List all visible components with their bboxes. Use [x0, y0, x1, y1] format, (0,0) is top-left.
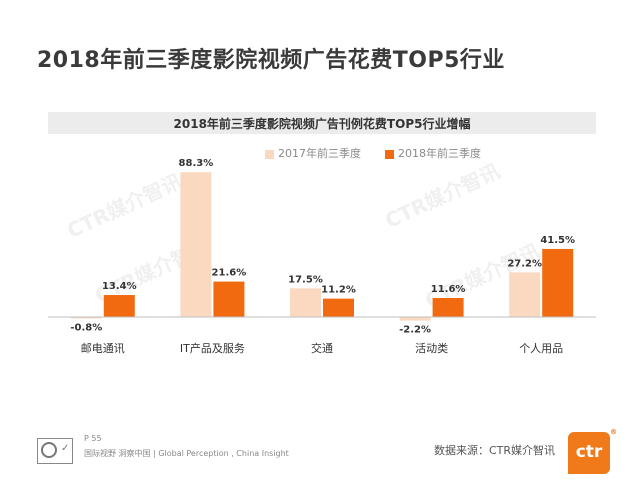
data-label: 41.5% — [540, 235, 575, 246]
legend-item-2018: 2018年前三季度 — [385, 145, 481, 161]
footer-tagline: 国际视野 洞察中国 | Global Perception , China In… — [84, 449, 289, 458]
data-label: 21.6% — [212, 268, 247, 279]
data-label: 11.6% — [431, 284, 466, 295]
category-label: 活动类 — [415, 341, 448, 355]
certification-ring-icon — [41, 442, 57, 458]
data-label: 17.5% — [288, 274, 323, 285]
certification-logo: ✓ — [37, 438, 73, 464]
bar-2017 — [70, 317, 102, 319]
bar-2017 — [399, 317, 431, 321]
bar-2018 — [432, 297, 464, 317]
bar-2018 — [213, 281, 245, 317]
legend-label-2018: 2018年前三季度 — [398, 147, 481, 160]
legend-swatch-2018 — [385, 149, 394, 159]
certification-check-icon: ✓ — [61, 443, 70, 454]
chart-title: 2018年前三季度影院视频广告刊例花费TOP5行业增幅 — [173, 117, 471, 131]
bar-2018 — [323, 298, 354, 317]
data-source: 数据来源：CTR媒介智讯 — [434, 444, 556, 457]
data-label: -0.8% — [70, 323, 102, 334]
ctr-logo-text: ctr — [575, 442, 603, 462]
category-label: 个人用品 — [519, 342, 563, 355]
data-label: 88.3% — [179, 158, 214, 169]
legend-swatch-2017 — [265, 149, 274, 159]
chart-title-bar: 2018年前三季度影院视频广告刊例花费TOP5行业增幅 — [48, 112, 596, 134]
ctr-logo: ctr ® — [568, 428, 617, 474]
data-label: 11.2% — [321, 285, 356, 296]
page-title: 2018年前三季度影院视频广告花费TOP5行业 — [37, 48, 505, 73]
category-label: 交通 — [311, 341, 333, 355]
bar-2017 — [180, 172, 212, 317]
bar-2018 — [103, 295, 135, 317]
bar-2018 — [542, 248, 574, 317]
bar-2017 — [290, 288, 321, 317]
data-label: -2.2% — [399, 325, 431, 336]
data-label: 13.4% — [102, 281, 137, 292]
data-label: 27.2% — [507, 258, 542, 269]
category-label: 邮电通讯 — [81, 342, 125, 355]
page-number: P 55 — [84, 434, 102, 443]
bar-2017 — [509, 272, 541, 317]
legend-label-2017: 2017年前三季度 — [278, 147, 361, 160]
legend-item-2017: 2017年前三季度 — [265, 145, 361, 161]
category-label: IT产品及服务 — [180, 341, 245, 355]
registered-mark: ® — [610, 428, 617, 436]
